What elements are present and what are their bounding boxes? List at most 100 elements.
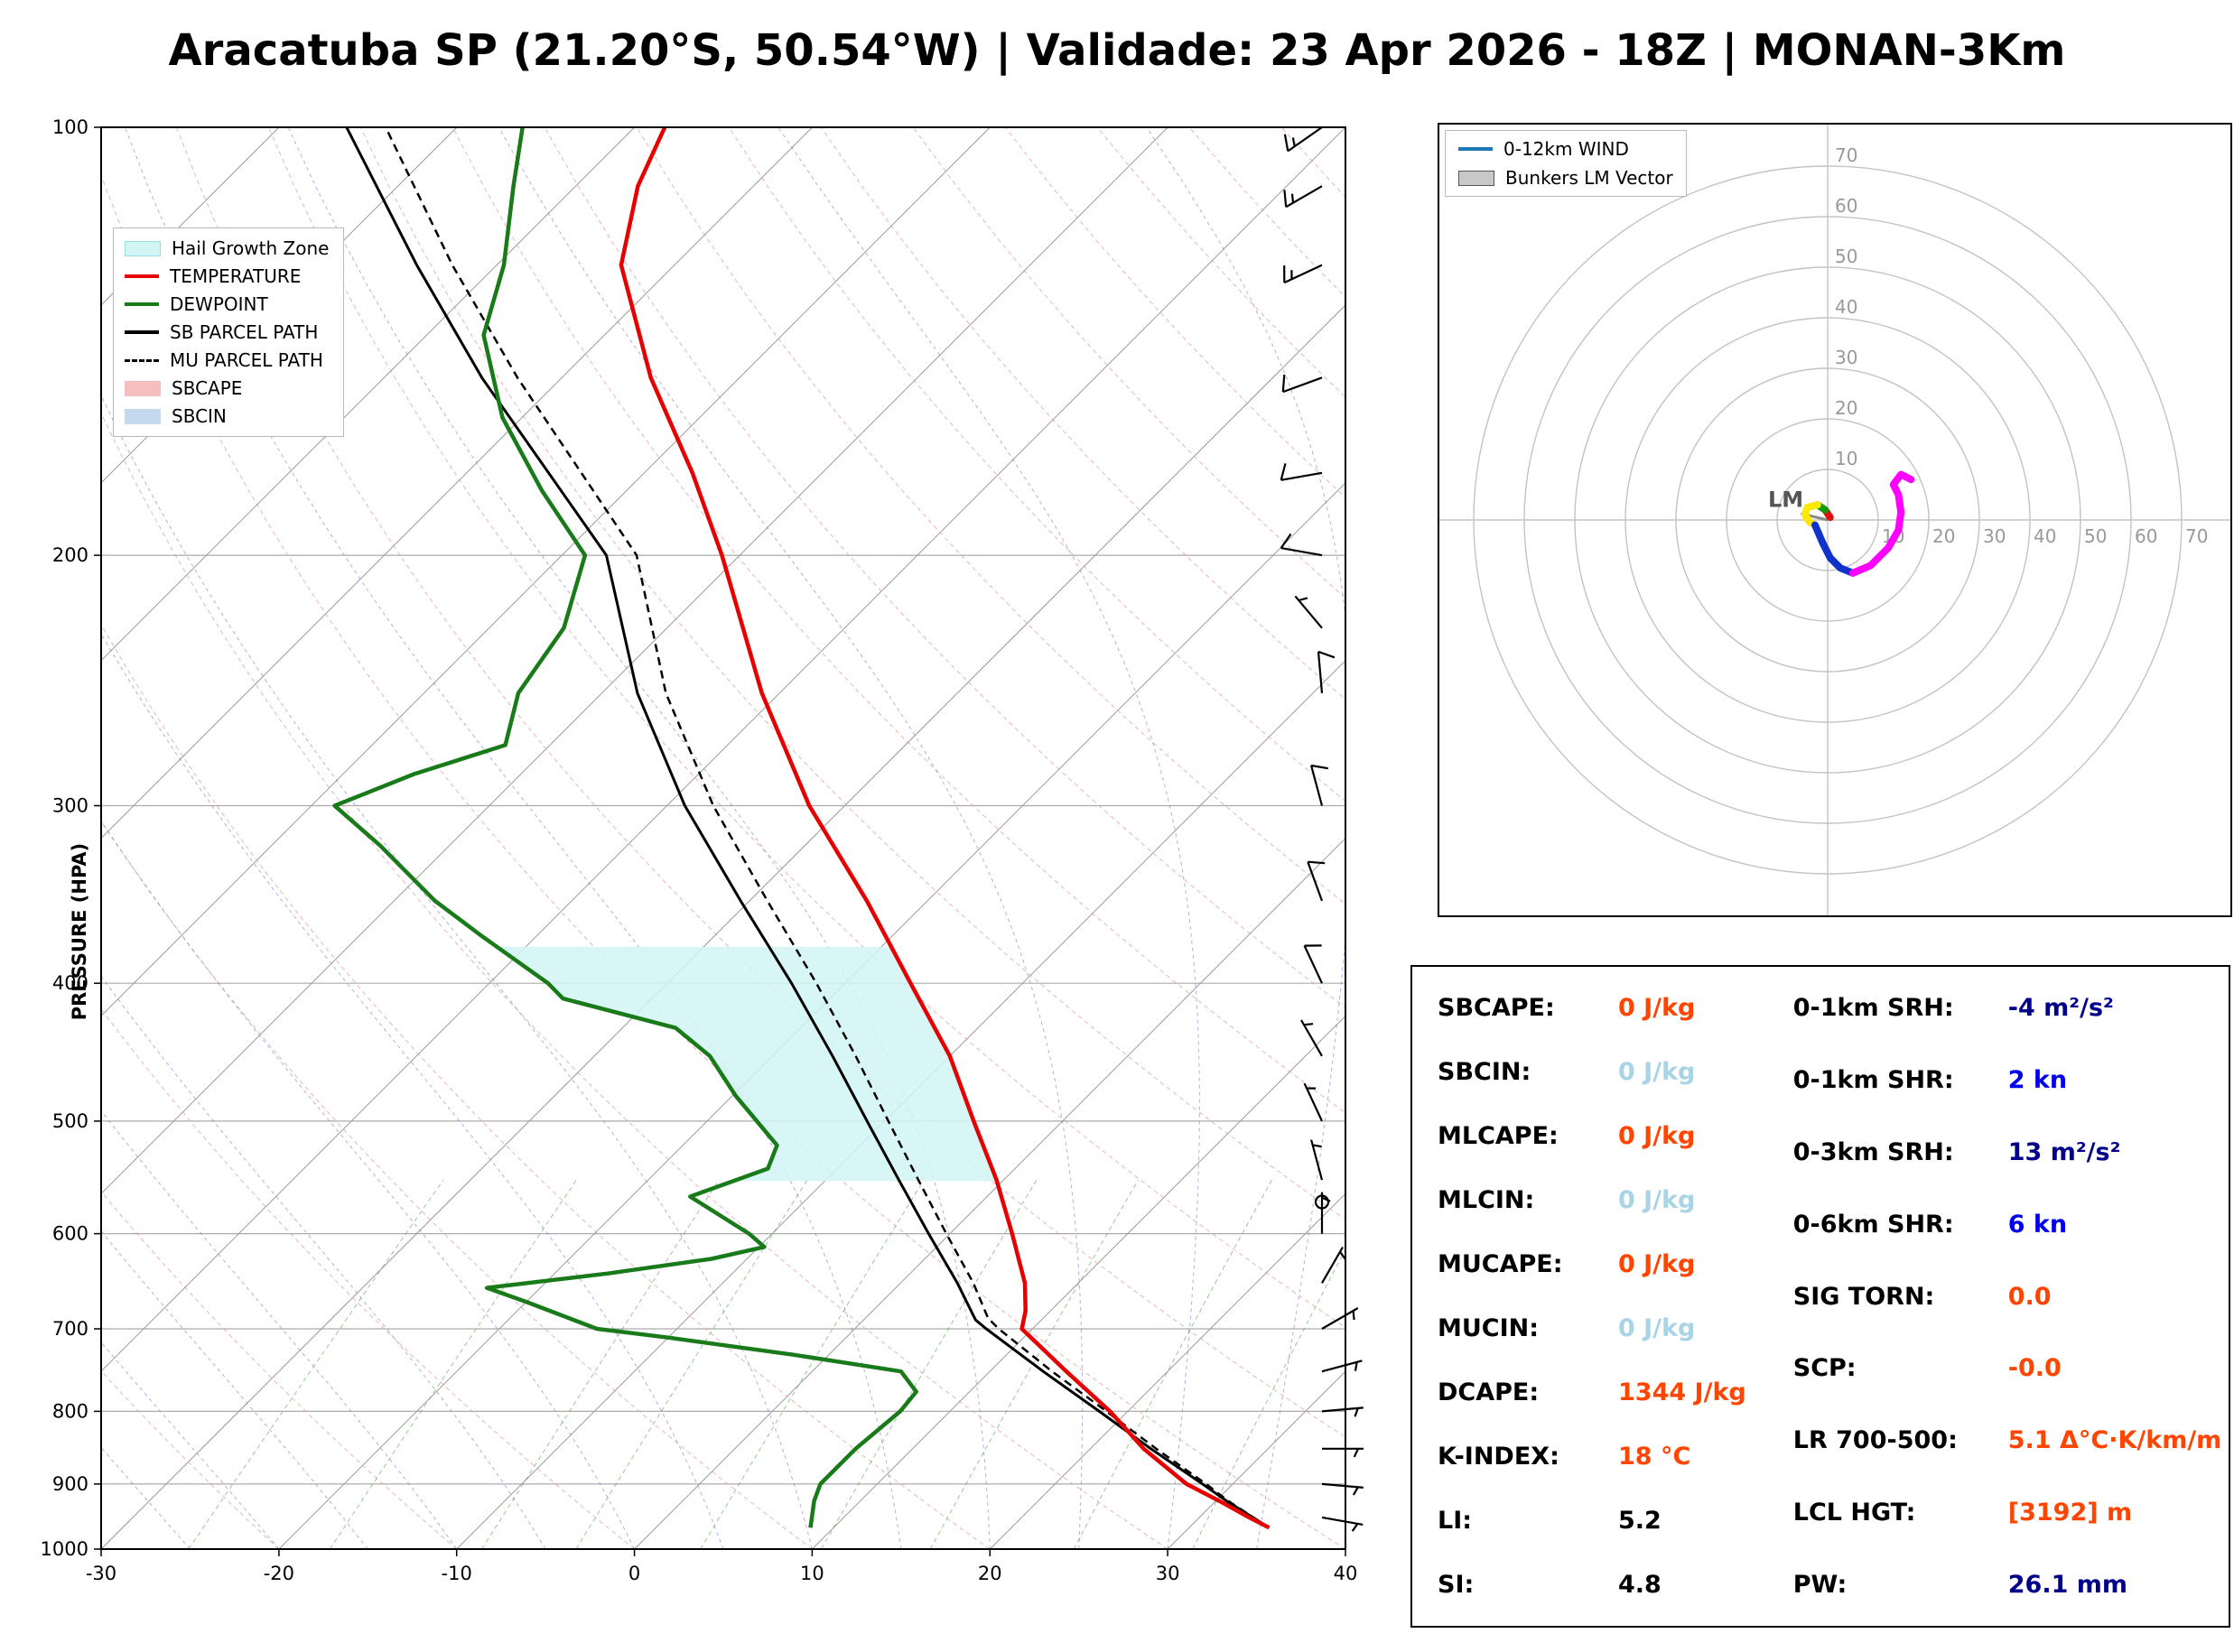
index-label: 0-3km SRH: [1792,1137,1954,1166]
page-title: Aracatuba SP (21.20°S, 50.54°W) | Valida… [168,25,2066,76]
mixing-ratio-lines [188,1179,1345,1549]
wind-barb-icon [1321,1307,1359,1330]
index-value: 18 °C [1618,1443,1691,1471]
index-value: 0.0 [2007,1282,2052,1311]
index-label: SBCIN: [1438,1058,1531,1086]
index-row: DCAPE: 1344 J/kg [1438,1378,1793,1406]
svg-text:500: 500 [52,1110,88,1132]
svg-text:800: 800 [52,1400,88,1422]
index-value: 13 m²/s² [2007,1137,2121,1166]
moist-adiabats [101,127,1345,1549]
index-row: 0-3km SRH: 13 m²/s² [1793,1138,2211,1166]
index-value: [3192] m [2007,1499,2133,1527]
svg-text:400: 400 [52,972,88,994]
wind-barb-icon [1280,547,1323,557]
index-value: -0.0 [2007,1354,2062,1383]
index-value: 0 J/kg [1618,1186,1696,1214]
index-value: 1344 J/kg [1618,1378,1746,1406]
wind-barb-icon [1321,1516,1364,1526]
wind-barb-icon [1321,1360,1363,1373]
index-value: 0 J/kg [1618,1250,1696,1278]
wind-barb-icon [1283,264,1323,284]
index-row: SCP: -0.0 [1793,1354,2211,1382]
index-label: LR 700-500: [1792,1426,1958,1455]
index-label: MUCAPE: [1438,1250,1563,1278]
wind-barb-icon [1321,1482,1364,1489]
svg-text:30: 30 [1835,347,1857,368]
svg-text:200: 200 [52,544,88,566]
index-row: SBCIN: 0 J/kg [1438,1058,1793,1086]
legend-item: TEMPERATURE [125,265,329,287]
hodograph-trace-3-6km [1801,501,1821,529]
svg-text:70: 70 [1835,144,1857,166]
legend-label: Hail Growth Zone [172,237,330,259]
index-row: 0-6km SHR: 6 kn [1793,1211,2211,1239]
index-label: SCP: [1792,1354,1857,1383]
svg-text:300: 300 [52,795,88,817]
legend-label: SB PARCEL PATH [170,321,319,343]
index-value: 26.1 mm [2007,1571,2128,1599]
hail-growth-zone [497,946,997,1182]
index-label: 0-1km SHR: [1792,1065,1954,1094]
svg-text:60: 60 [2135,525,2157,547]
legend-patch-swatch [125,408,161,424]
svg-text:20: 20 [1835,397,1857,419]
legend-label: Bunkers LM Vector [1505,167,1673,189]
index-row: MUCAPE: 0 J/kg [1438,1250,1793,1278]
svg-text:20: 20 [1932,525,1955,547]
legend-item: 0-12km WIND [1458,138,1673,160]
index-row: 0-1km SRH: -4 m²/s² [1793,994,2211,1022]
index-label: PW: [1792,1571,1848,1599]
svg-text:-20: -20 [264,1563,294,1584]
svg-text:70: 70 [2185,525,2208,547]
indices-left-column: SBCAPE: 0 J/kg SBCIN: 0 J/kg MLCAPE: 0 J/kg ML… [1438,994,1793,1599]
hodograph-border [1438,123,2232,917]
svg-text:700: 700 [52,1318,88,1340]
svg-text:100: 100 [52,116,88,138]
legend-item: Bunkers LM Vector [1458,167,1673,189]
hodograph-rings [1438,123,2232,917]
legend-label: SBCAPE [172,377,243,399]
index-value: 5.2 [1618,1507,1662,1535]
index-value: 0 J/kg [1618,1314,1696,1342]
svg-text:50: 50 [1835,246,1857,267]
y-axis-label: PRESSURE (HPA) [69,842,90,1021]
wind-barb-icon [1303,1082,1323,1122]
svg-text:600: 600 [52,1223,88,1245]
index-label: LI: [1438,1507,1473,1535]
legend-patch-swatch [125,240,161,256]
index-value: 0 J/kg [1618,1122,1696,1150]
legend-item: MU PARCEL PATH [125,349,329,371]
wind-barb-icon [1310,765,1324,806]
wind-barb-icon [1317,651,1324,693]
index-row: LR 700-500: 5.1 Δ°C·K/km/m [1792,1426,2222,1455]
index-label: MUCIN: [1438,1314,1540,1342]
calm-wind-icon [1314,1194,1330,1210]
legend-item: Hail Growth Zone [125,237,329,259]
svg-text:40: 40 [1835,296,1857,318]
indices-right-column: 0-1km SRH: -4 m²/s² 0-1km SHR: 2 kn 0-3km SR… [1792,994,2222,1599]
hodograph-trace-9-12km [1849,470,1915,577]
index-value: 0 J/kg [1618,1058,1696,1086]
wind-barb-icon [1280,471,1323,481]
svg-text:10: 10 [1835,448,1857,469]
wind-barb-icon [1282,376,1323,394]
hodograph-trace-6-9km [1811,521,1857,577]
legend-patch-swatch [125,380,161,396]
legend-item: SB PARCEL PATH [125,321,329,343]
index-row: MUCIN: 0 J/kg [1438,1314,1793,1342]
svg-text:-10: -10 [442,1563,472,1584]
wind-barb-icon [1287,126,1323,153]
index-value: -4 m²/s² [2007,994,2114,1022]
svg-text:30: 30 [1156,1563,1180,1584]
index-label: SIG TORN: [1792,1282,1935,1311]
mu-parcel-path-curve [384,127,1271,1529]
index-row: LCL HGT: [3192] m [1793,1499,2211,1527]
svg-text:900: 900 [52,1473,88,1495]
legend-label: TEMPERATURE [170,265,302,287]
index-row: PW: 26.1 mm [1793,1571,2211,1599]
index-row: LI: 5.2 [1438,1507,1793,1535]
